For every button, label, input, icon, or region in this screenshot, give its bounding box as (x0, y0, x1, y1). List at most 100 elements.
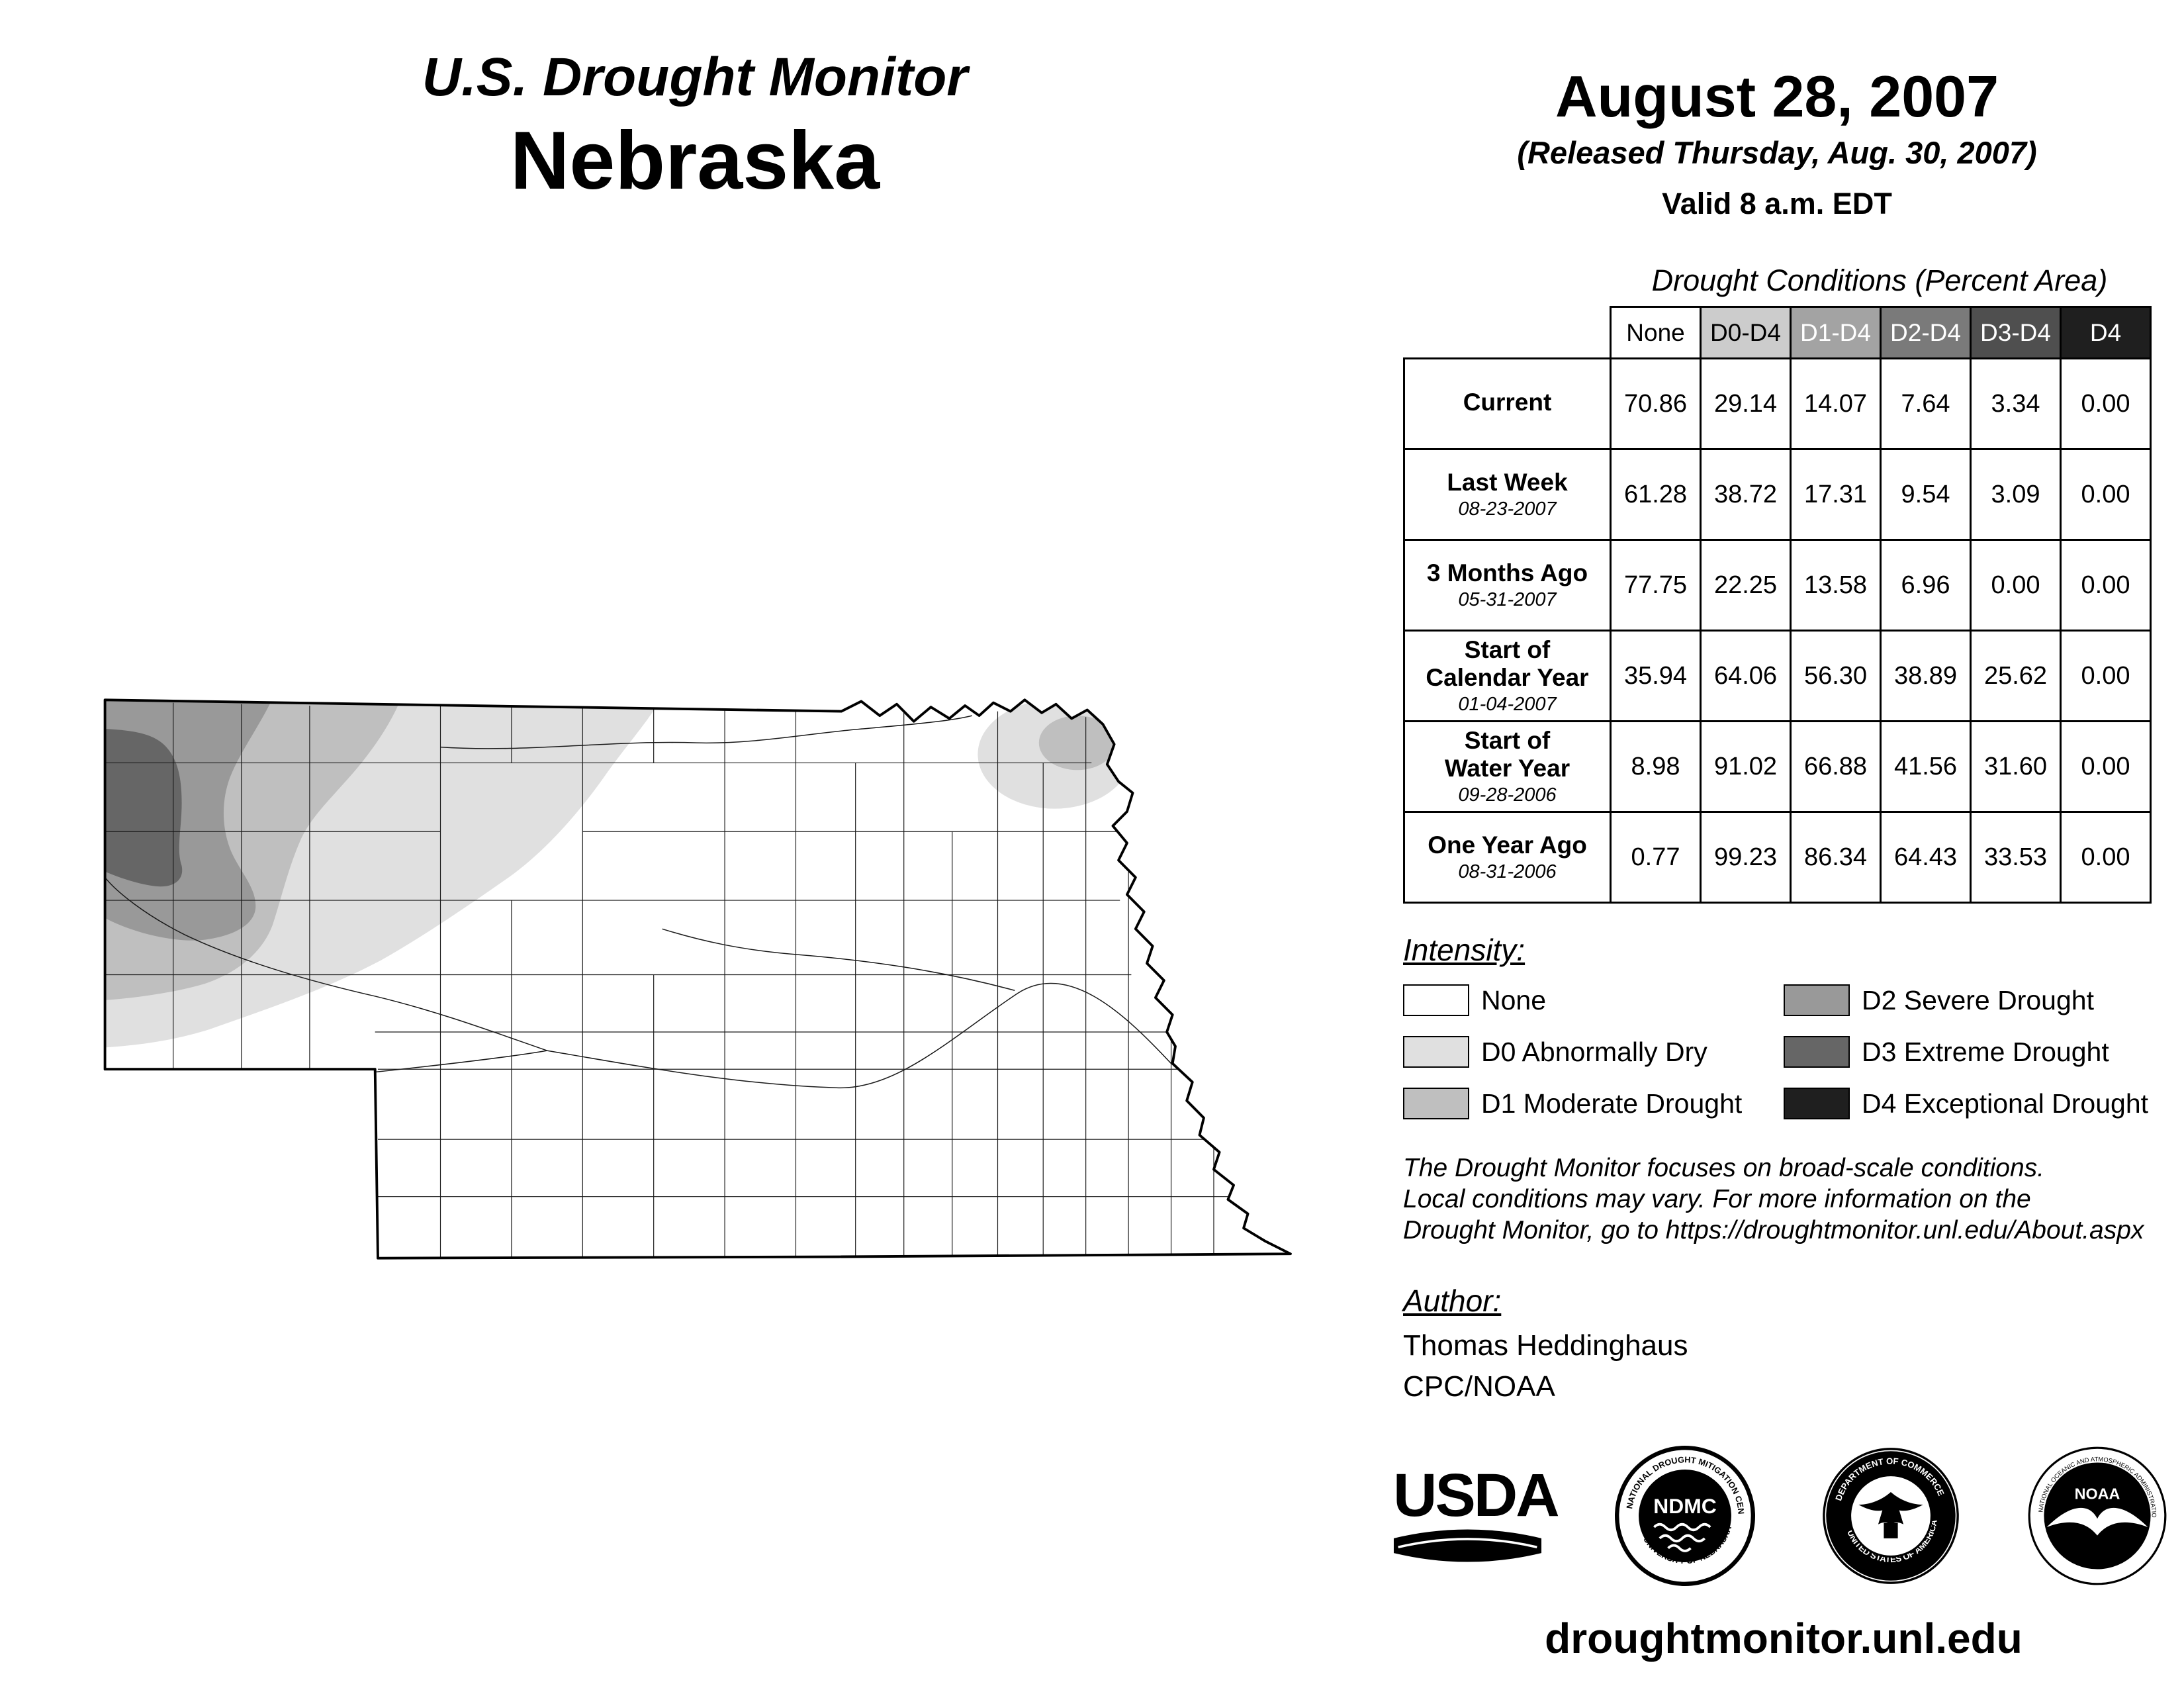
county-lines-horizontal (105, 762, 1237, 1197)
legend-label-d1: D1 Moderate Drought (1481, 1088, 1743, 1119)
value-cell: 0.00 (2060, 811, 2152, 904)
legend-item-d0: D0 Abnormally Dry (1403, 1033, 1742, 1071)
logo-row: USDA NATIONAL DROUGHT MITIGATION CENTER … (1393, 1436, 2167, 1595)
disclaimer-line-1: The Drought Monitor focuses on broad-sca… (1403, 1154, 2045, 1182)
disclaimer-line-3: Drought Monitor, go to https://droughtmo… (1403, 1215, 2144, 1244)
value-cell: 61.28 (1610, 448, 1702, 541)
value-cell: 33.53 (1970, 811, 2062, 904)
value-cell: 41.56 (1880, 720, 1972, 813)
legend-swatch-d4 (1784, 1088, 1850, 1119)
value-cell: 0.00 (2060, 539, 2152, 632)
title-block: U.S. Drought Monitor Nebraska (99, 46, 1291, 208)
value-cell: 17.31 (1790, 448, 1882, 541)
nebraska-drought-map (99, 688, 1300, 1261)
footer-url: droughtmonitor.unl.edu (1545, 1615, 2023, 1662)
col-header-d3d4: D3-D4 (1970, 306, 2062, 359)
col-header-none: None (1610, 306, 1702, 359)
commerce-shield-icon (1884, 1523, 1898, 1538)
value-cell: 29.14 (1700, 357, 1792, 450)
value-cell: 38.72 (1700, 448, 1792, 541)
value-cell: 0.00 (2060, 357, 2152, 450)
author-heading: Author: (1403, 1284, 1502, 1318)
legend-swatch-none (1403, 984, 1469, 1016)
legend-swatch-d1 (1403, 1088, 1469, 1119)
value-cell: 3.34 (1970, 357, 2062, 450)
row-label-start-calendar-year: Start of Calendar Year 01-04-2007 (1403, 630, 1612, 722)
monitor-title: U.S. Drought Monitor (422, 47, 968, 107)
value-cell: 8.98 (1610, 720, 1702, 813)
ndmc-waves-icon (1659, 1534, 1706, 1543)
noaa-logo: NATIONAL OCEANIC AND ATMOSPHERIC ADMINIS… (2027, 1446, 2167, 1585)
author-name: Thomas Heddinghaus (1403, 1329, 1688, 1362)
value-cell: 56.30 (1790, 630, 1882, 722)
value-cell: 9.54 (1880, 448, 1972, 541)
table-row: Start of Calendar Year 01-04-2007 35.94 … (1403, 630, 2152, 722)
map-date: August 28, 2007 (1555, 64, 1999, 129)
commerce-seal: DEPARTMENT OF COMMERCE UNITED STATES OF … (1823, 1448, 1960, 1584)
table-row: One Year Ago 08-31-2006 0.77 99.23 86.34… (1403, 811, 2152, 904)
legend-swatch-d0 (1403, 1036, 1469, 1068)
value-cell: 0.00 (2060, 630, 2152, 722)
row-label-3-months-ago: 3 Months Ago 05-31-2007 (1403, 539, 1612, 632)
table-row: Current 70.86 29.14 14.07 7.64 3.34 0.00 (1403, 357, 2152, 450)
usda-swoosh-icon (1393, 1529, 1542, 1562)
col-header-d4: D4 (2060, 306, 2152, 359)
legend-label-d3: D3 Extreme Drought (1862, 1036, 2109, 1067)
value-cell: 0.00 (2060, 448, 2152, 541)
value-cell: 3.09 (1970, 448, 2062, 541)
ndmc-logo: NATIONAL DROUGHT MITIGATION CENTER UNIVE… (1614, 1446, 1755, 1586)
col-header-d0d4: D0-D4 (1700, 306, 1792, 359)
value-cell: 14.07 (1790, 357, 1882, 450)
legend-label-d0: D0 Abnormally Dry (1481, 1036, 1707, 1067)
col-header-d2d4: D2-D4 (1880, 306, 1972, 359)
author-organization: CPC/NOAA (1403, 1370, 1555, 1403)
value-cell: 38.89 (1880, 630, 1972, 722)
table-title: Drought Conditions (Percent Area) (1651, 263, 2108, 297)
value-cell: 0.00 (2060, 720, 2152, 813)
row-label-start-water-year: Start of Water Year 09-28-2006 (1403, 720, 1612, 813)
intensity-legend: None D0 Abnormally Dry D1 Moderate Droug… (1403, 981, 2164, 1140)
value-cell: 64.06 (1700, 630, 1792, 722)
value-cell: 0.00 (1970, 539, 2062, 632)
value-cell: 77.75 (1610, 539, 1702, 632)
valid-time: Valid 8 a.m. EDT (1662, 187, 1892, 220)
legend-item-d3: D3 Extreme Drought (1784, 1033, 2148, 1071)
legend-item-none: None (1403, 981, 1742, 1019)
col-header-d1d4: D1-D4 (1790, 306, 1882, 359)
value-cell: 35.94 (1610, 630, 1702, 722)
noaa-bird-icon (2046, 1507, 2148, 1536)
value-cell: 64.43 (1880, 811, 1972, 904)
ndmc-label: NDMC (1653, 1494, 1716, 1518)
table-row: Last Week 08-23-2007 61.28 38.72 17.31 9… (1403, 448, 2152, 541)
table-header-row: None D0-D4 D1-D4 D2-D4 D3-D4 D4 (1404, 306, 2152, 359)
intensity-heading: Intensity: (1403, 933, 1525, 967)
usda-logo: USDA (1393, 1462, 1560, 1564)
state-outline (103, 698, 1292, 1260)
table-row: Start of Water Year 09-28-2006 8.98 91.0… (1403, 720, 2152, 813)
value-cell: 7.64 (1880, 357, 1972, 450)
value-cell: 99.23 (1700, 811, 1792, 904)
legend-label-none: None (1481, 984, 1547, 1015)
disclaimer-text: The Drought Monitor focuses on broad-sca… (1403, 1153, 2144, 1246)
date-block: August 28, 2007 (Released Thursday, Aug.… (1390, 63, 2164, 221)
legend-item-d4: D4 Exceptional Drought (1784, 1084, 2148, 1123)
d3-area (105, 728, 183, 887)
legend-item-d1: D1 Moderate Drought (1403, 1084, 1742, 1123)
table-corner-cell (1404, 306, 1611, 359)
d1-area-northeast (1038, 716, 1116, 771)
value-cell: 70.86 (1610, 357, 1702, 450)
legend-label-d4: D4 Exceptional Drought (1862, 1088, 2149, 1119)
drought-conditions-table: Drought Conditions (Percent Area) None D… (1403, 263, 2152, 904)
state-title: Nebraska (510, 115, 880, 207)
value-cell: 0.77 (1610, 811, 1702, 904)
value-cell: 86.34 (1790, 811, 1882, 904)
noaa-label: NOAA (2075, 1485, 2120, 1503)
value-cell: 25.62 (1970, 630, 2062, 722)
usda-label: USDA (1393, 1462, 1560, 1530)
commerce-eagle-icon (1858, 1491, 1924, 1526)
value-cell: 91.02 (1700, 720, 1792, 813)
row-label-last-week: Last Week 08-23-2007 (1403, 448, 1612, 541)
legend-item-d2: D2 Severe Drought (1784, 981, 2148, 1019)
ndmc-waves-icon (1666, 1544, 1692, 1552)
